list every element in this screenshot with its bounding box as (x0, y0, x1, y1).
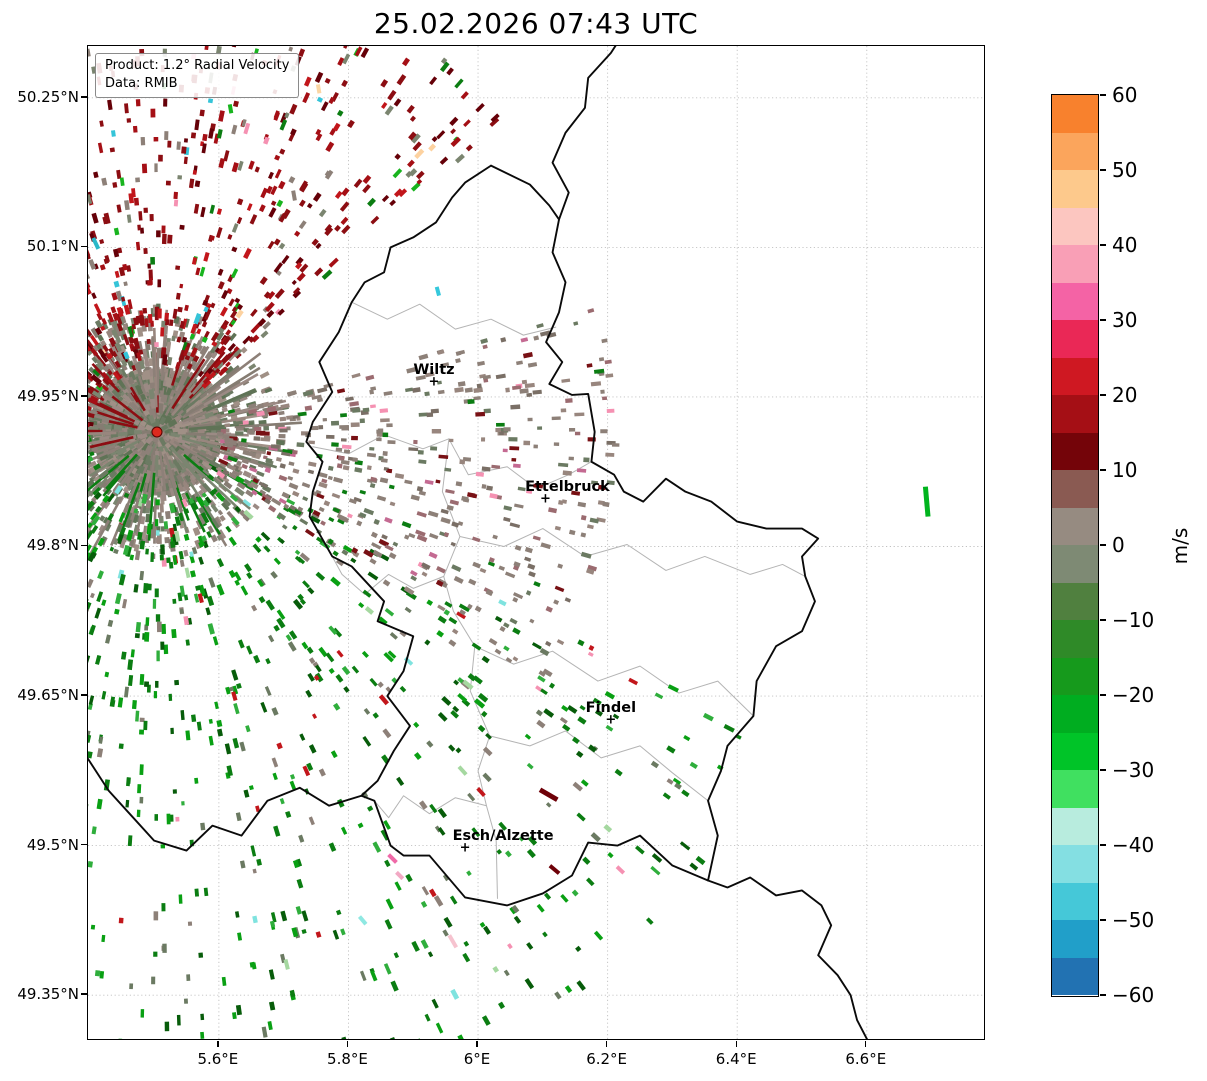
colorbar-tick-mark (1100, 319, 1106, 321)
y-tick-mark (81, 245, 87, 248)
y-tick-mark (81, 96, 87, 98)
product-info-box: Product: 1.2° Radial Velocity Data: RMIB (95, 53, 300, 99)
colorbar-band (1052, 770, 1098, 808)
x-tick-label: 6.6°E (845, 1050, 887, 1068)
colorbar-band (1052, 620, 1098, 658)
city-marker-icon: + (605, 712, 617, 728)
colorbar-tick-label: 0 (1112, 533, 1125, 557)
radar-map-canvas (88, 46, 984, 1039)
colorbar-tick-mark (1100, 694, 1106, 696)
colorbar-tick-label: 20 (1112, 383, 1138, 407)
colorbar-band (1052, 695, 1098, 733)
colorbar-tick-mark (1100, 94, 1106, 96)
y-tick-label: 50.25°N (17, 87, 79, 106)
colorbar-tick-label: −20 (1112, 683, 1155, 707)
colorbar-band (1052, 920, 1098, 958)
colorbar-tick-label: 30 (1112, 308, 1138, 332)
colorbar-band (1052, 732, 1098, 770)
y-tick-mark (81, 993, 87, 995)
colorbar-band (1052, 582, 1098, 620)
colorbar-band (1052, 657, 1098, 695)
colorbar-band (1052, 282, 1098, 320)
colorbar-tick-label: −60 (1112, 983, 1155, 1007)
colorbar-tick-mark (1100, 769, 1106, 771)
map-plot-area: Product: 1.2° Radial Velocity Data: RMIB… (87, 45, 985, 1040)
y-tick-mark (81, 843, 87, 846)
y-tick-label: 50.1°N (26, 237, 79, 256)
city-label: Esch/Alzette (452, 827, 554, 844)
colorbar-tick-mark (1100, 619, 1106, 621)
colorbar-band (1052, 545, 1098, 583)
x-tick-mark (346, 1041, 349, 1047)
colorbar-tick-mark (1100, 994, 1106, 996)
city-label: Wiltz (413, 361, 455, 378)
radar-site-marker (151, 426, 163, 438)
y-tick-label: 49.95°N (17, 386, 79, 405)
colorbar-band (1052, 95, 1098, 133)
colorbar-tick-label: −10 (1112, 608, 1155, 632)
data-source-label: Data: RMIB (105, 76, 178, 92)
x-tick-label: 6.4°E (715, 1050, 757, 1068)
colorbar-band (1052, 170, 1098, 208)
city-marker-icon: + (428, 374, 440, 390)
city-marker-icon: + (539, 491, 551, 507)
colorbar-band (1052, 245, 1098, 283)
colorbar-tick-label: 50 (1112, 158, 1138, 182)
colorbar-tick-label: −40 (1112, 833, 1155, 857)
colorbar-tick-mark (1100, 469, 1106, 471)
y-tick-label: 49.65°N (17, 686, 79, 705)
x-tick-mark (865, 1041, 867, 1047)
colorbar-tick-mark (1100, 394, 1106, 396)
colorbar-tick-mark (1100, 544, 1106, 546)
colorbar-tick-label: −50 (1112, 908, 1155, 932)
city-label: Ettelbruck (525, 478, 610, 495)
colorbar-tick-label: 60 (1112, 83, 1138, 107)
colorbar-tick-mark (1100, 244, 1106, 246)
y-tick-label: 49.35°N (17, 985, 79, 1004)
colorbar-band (1052, 882, 1098, 920)
colorbar-band (1052, 132, 1098, 170)
y-tick-label: 49.5°N (26, 835, 79, 854)
y-tick-mark (81, 544, 87, 547)
colorbar-tick-mark (1100, 169, 1106, 171)
colorbar-band (1052, 957, 1098, 995)
x-tick-label: 5.8°E (327, 1050, 368, 1068)
colorbar-band (1052, 507, 1098, 545)
colorbar-band (1052, 807, 1098, 845)
colorbar-tick-mark (1100, 844, 1106, 846)
colorbar-band (1052, 207, 1098, 245)
plot-title: 25.02.2026 07:43 UTC (373, 7, 699, 40)
city-marker-icon: + (459, 840, 471, 856)
y-tick-label: 49.8°N (26, 536, 79, 555)
colorbar-tick-mark (1100, 919, 1106, 921)
x-tick-label: 6.2°E (586, 1050, 628, 1068)
colorbar-band (1052, 470, 1098, 508)
y-tick-mark (81, 395, 87, 397)
city-label: Findel (585, 699, 637, 716)
colorbar-band (1052, 320, 1098, 358)
colorbar-tick-label: −30 (1112, 758, 1155, 782)
colorbar-unit-label: m/s (1168, 527, 1192, 565)
x-tick-mark (217, 1041, 219, 1047)
colorbar-band (1052, 395, 1098, 433)
x-tick-mark (735, 1041, 737, 1047)
colorbar (1051, 94, 1099, 997)
x-tick-mark (605, 1041, 608, 1047)
x-tick-mark (476, 1041, 478, 1047)
y-tick-mark (81, 694, 87, 696)
x-tick-label: 5.6°E (197, 1050, 239, 1068)
x-tick-label: 6°E (463, 1050, 491, 1068)
product-label: Product: 1.2° Radial Velocity (105, 58, 290, 73)
colorbar-band (1052, 357, 1098, 395)
colorbar-tick-label: 10 (1112, 458, 1138, 482)
colorbar-tick-label: 40 (1112, 233, 1138, 257)
colorbar-band (1052, 845, 1098, 883)
colorbar-band (1052, 432, 1098, 470)
